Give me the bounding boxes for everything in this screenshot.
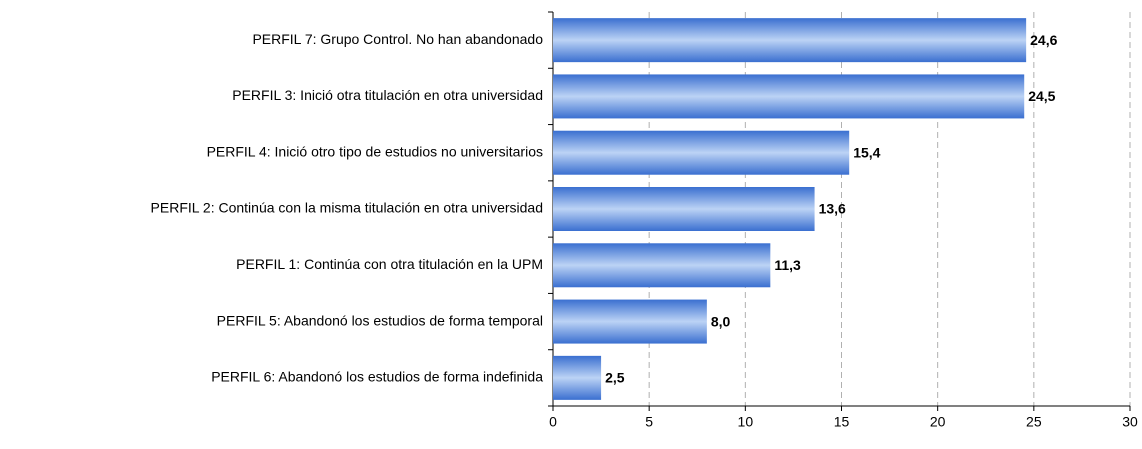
bar <box>553 243 771 288</box>
bar <box>553 130 850 175</box>
x-tick-label: 10 <box>738 414 754 430</box>
value-label: 13,6 <box>819 201 846 217</box>
value-label: 8,0 <box>711 313 731 329</box>
value-label: 24,6 <box>1030 32 1057 48</box>
category-label: PERFIL 4: Inició otro tipo de estudios n… <box>207 143 543 159</box>
category-label: PERFIL 6: Abandonó los estudios de forma… <box>211 369 543 385</box>
bar <box>553 299 707 344</box>
x-tick-label: 0 <box>549 414 557 430</box>
value-label: 11,3 <box>774 257 801 273</box>
bar <box>553 74 1025 119</box>
category-label: PERFIL 5: Abandonó los estudios de forma… <box>217 312 543 328</box>
x-tick-label: 20 <box>930 414 946 430</box>
x-tick-label: 30 <box>1122 414 1138 430</box>
category-label: PERFIL 7: Grupo Control. No han abandona… <box>252 31 543 47</box>
bar <box>553 18 1027 63</box>
value-label: 24,5 <box>1028 88 1055 104</box>
x-tick-label: 15 <box>834 414 850 430</box>
category-label: PERFIL 2: Continúa con la misma titulaci… <box>151 200 543 216</box>
value-label: 2,5 <box>605 370 625 386</box>
category-label: PERFIL 1: Continúa con otra titulación e… <box>236 256 543 272</box>
value-label: 15,4 <box>853 144 880 160</box>
bar <box>553 355 602 400</box>
x-tick-label: 5 <box>645 414 653 430</box>
x-tick-label: 25 <box>1026 414 1042 430</box>
category-label: PERFIL 3: Inició otra titulación en otra… <box>232 87 543 103</box>
bar <box>553 187 815 231</box>
